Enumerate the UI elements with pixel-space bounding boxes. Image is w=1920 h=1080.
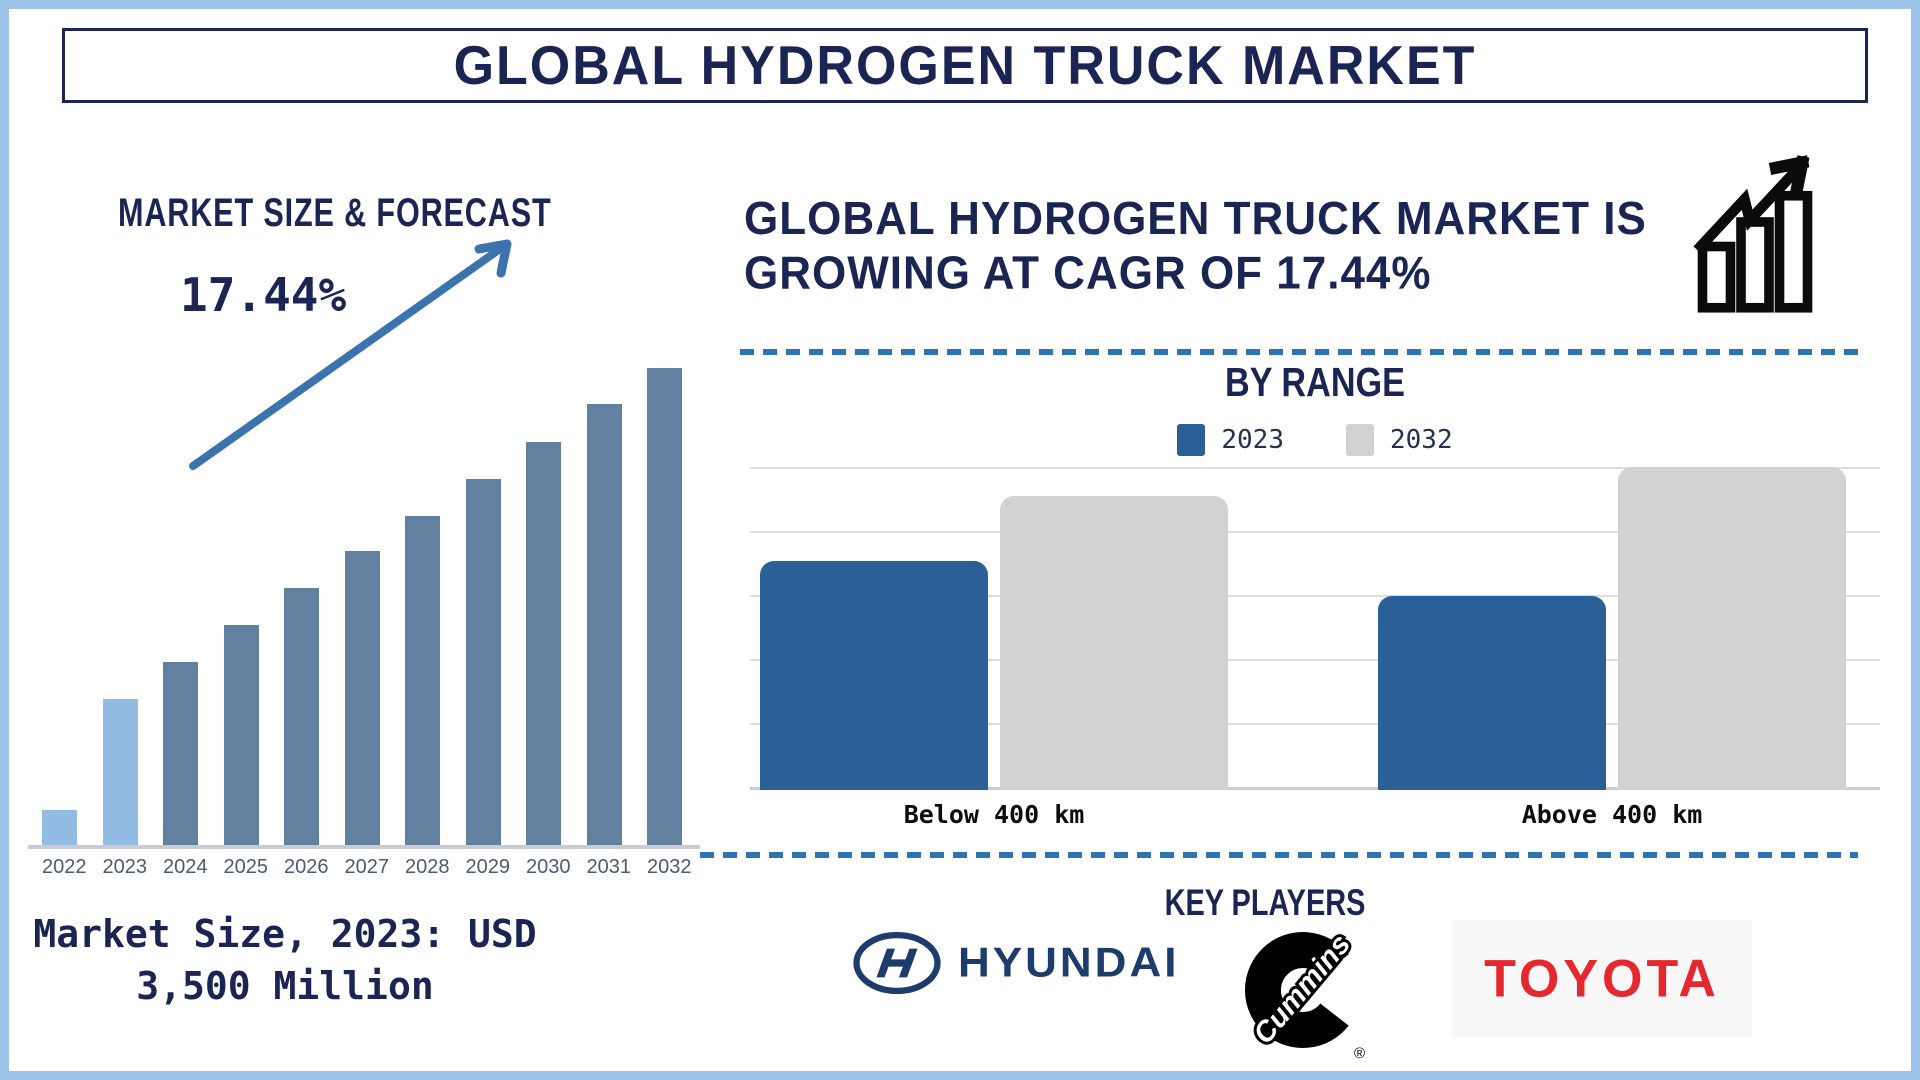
legend-item-2032: 2032 <box>1346 424 1453 456</box>
cagr-annotation: 17.44% <box>180 268 347 322</box>
market-size-bar-2029 <box>465 479 501 845</box>
market-size-bar-2031 <box>586 403 622 845</box>
year-label-2030: 2030 <box>526 856 571 878</box>
market-size-caption-line2: 3,500 Million <box>136 964 434 1008</box>
by-range-category-labels: Below 400 km Above 400 km <box>750 800 1880 840</box>
year-label-2022: 2022 <box>42 856 87 878</box>
by-range-bar-2023-above-400-km <box>1378 596 1606 790</box>
market-size-bar-2028 <box>405 515 440 845</box>
year-label-2029: 2029 <box>465 856 511 878</box>
legend-swatch-2023 <box>1177 424 1206 456</box>
growth-chart-icon <box>1693 155 1813 313</box>
cummins-registered-mark: ® <box>1354 1045 1365 1062</box>
gridline <box>750 531 1880 533</box>
legend-label-2032: 2032 <box>1390 425 1453 455</box>
by-range-title: BY RANGE <box>1225 360 1405 406</box>
left-chart-heading: MARKET SIZE & FORECAST <box>118 189 552 235</box>
market-size-bar-2025 <box>223 625 259 845</box>
gridline <box>750 595 1880 597</box>
category-label-above-400-km: Above 400 km <box>1521 800 1703 829</box>
gridline <box>750 723 1880 725</box>
market-size-bar-2023 <box>102 699 138 845</box>
cummins-logo: Cummins ® <box>1245 925 1366 1062</box>
right-heading-line1: GLOBAL HYDROGEN TRUCK MARKET IS <box>744 193 1647 245</box>
growth-trend-arrow <box>189 239 512 470</box>
year-label-2031: 2031 <box>586 856 632 878</box>
market-size-bar-2022 <box>42 810 77 845</box>
right-heading-line2: GROWING AT CAGR OF 17.44% <box>744 247 1432 300</box>
legend-swatch-2032 <box>1346 424 1374 456</box>
toyota-logo: TOYOTA <box>1452 920 1752 1038</box>
dashed-separator-top <box>740 349 1858 355</box>
year-label-2023: 2023 <box>102 856 148 878</box>
gridline <box>750 467 1880 469</box>
dashed-separator-bottom <box>700 852 1858 858</box>
category-label-below-400-km: Below 400 km <box>903 800 1085 829</box>
market-size-caption: Market Size, 2023: USD 3,500 Million <box>20 908 550 1012</box>
left-chart-axis <box>28 845 700 849</box>
year-label-2025: 2025 <box>223 856 269 878</box>
by-range-bar-2032-below-400-km <box>1000 496 1228 790</box>
by-range-legend: 2023 2032 <box>750 424 1880 456</box>
market-size-bar-2024 <box>163 661 198 845</box>
market-size-caption-line1: Market Size, 2023: USD <box>33 912 537 956</box>
left-chart-year-labels: 2022 2023 2024 2025 2026 2027 2028 2029 2030 2031… <box>42 856 692 879</box>
title-box: GLOBAL HYDROGEN TRUCK MARKET <box>62 28 1868 103</box>
year-label-2027: 2027 <box>344 856 390 878</box>
by-range-bar-2032-above-400-km <box>1618 467 1846 790</box>
hyundai-logo: HYUNDAI <box>852 930 1179 996</box>
market-size-bar-2030 <box>526 441 561 845</box>
market-size-bar-chart <box>42 368 682 845</box>
year-label-2032: 2032 <box>647 856 692 878</box>
market-size-bar-2027 <box>344 551 380 845</box>
year-label-2028: 2028 <box>405 856 450 878</box>
year-label-2026: 2026 <box>284 856 329 878</box>
by-range-bar-chart <box>750 467 1880 790</box>
by-range-bar-2023-below-400-km <box>760 560 988 790</box>
year-label-2024: 2024 <box>163 856 208 878</box>
page-title: GLOBAL HYDROGEN TRUCK MARKET <box>453 35 1477 96</box>
toyota-wordmark: TOYOTA <box>1484 949 1720 1009</box>
right-panel-heading: GLOBAL HYDROGEN TRUCK MARKET IS GROWING … <box>744 192 1684 301</box>
market-size-bar-2032 <box>647 368 682 845</box>
gridline <box>750 787 1880 790</box>
legend-label-2023: 2023 <box>1221 425 1284 455</box>
market-size-bar-2026 <box>284 587 319 845</box>
legend-item-2023: 2023 <box>1177 424 1284 456</box>
hyundai-emblem-icon <box>853 931 941 995</box>
hyundai-wordmark: HYUNDAI <box>958 939 1180 986</box>
gridline <box>750 659 1880 661</box>
key-players-title: KEY PLAYERS <box>1164 882 1366 924</box>
